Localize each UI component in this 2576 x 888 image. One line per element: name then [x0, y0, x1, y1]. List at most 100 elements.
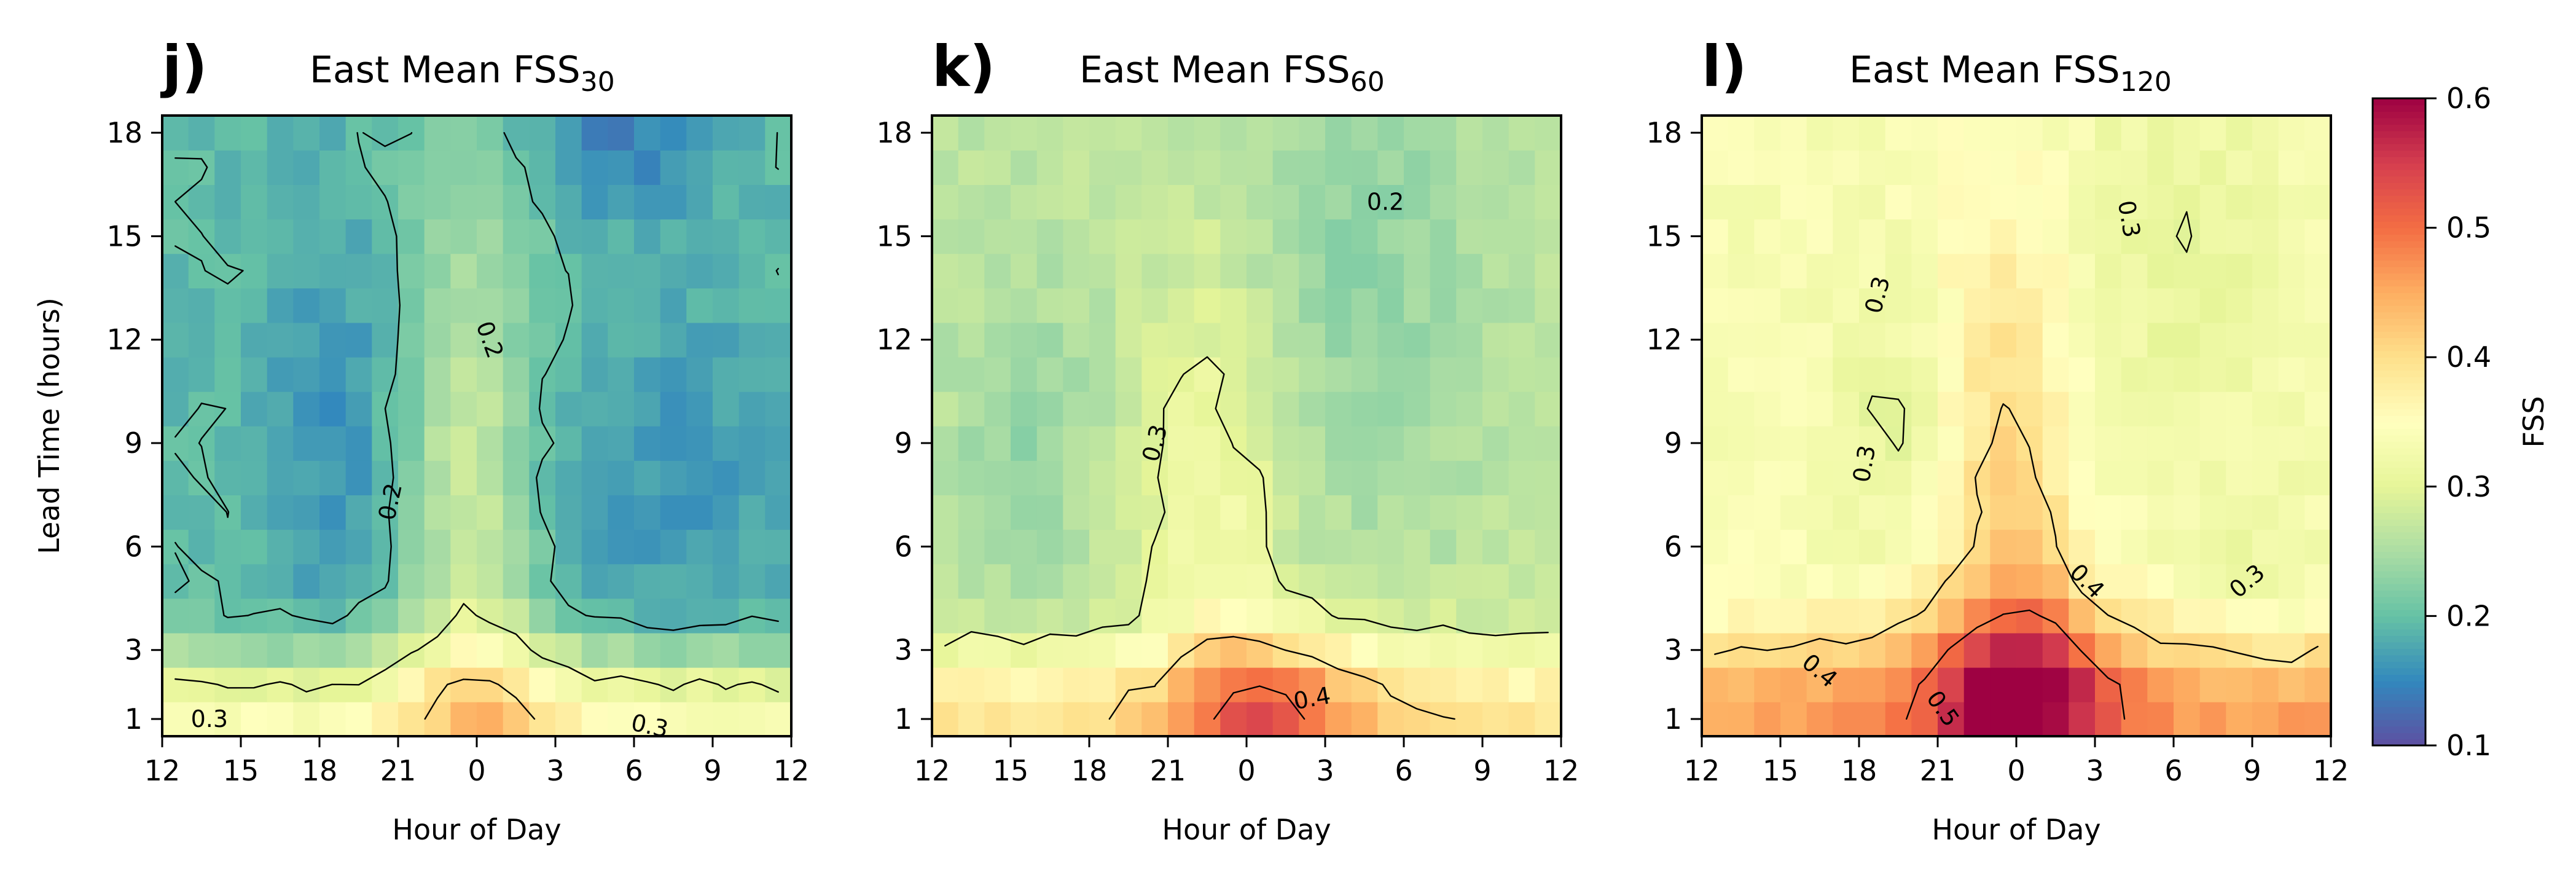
heatmap-cell — [1011, 529, 1038, 565]
heatmap-cell — [1456, 529, 1483, 565]
heatmap-cell — [1963, 529, 1991, 565]
heatmap-cell — [1728, 184, 1755, 220]
heatmap-cell — [293, 667, 320, 702]
heatmap-cell — [2042, 219, 2070, 254]
colorbar-segment — [2373, 357, 2425, 364]
heatmap-cell — [2121, 564, 2148, 599]
heatmap-cell — [686, 598, 713, 634]
heatmap-cell — [1220, 564, 1247, 599]
heatmap-cell — [984, 426, 1011, 461]
heatmap-cell — [2069, 701, 2096, 737]
colorbar-segment — [2373, 512, 2425, 520]
heatmap-cell — [1115, 219, 1143, 254]
heatmap-cell — [2304, 701, 2331, 737]
heatmap-cell — [1247, 495, 1274, 530]
heatmap-cell — [932, 253, 959, 289]
heatmap-cell — [686, 150, 713, 185]
heatmap-cell — [555, 116, 582, 151]
contour-lines — [174, 132, 779, 720]
heatmap-cell — [1036, 391, 1064, 426]
heatmap-cell — [1482, 701, 1509, 737]
y-tick-label: 12 — [106, 323, 143, 356]
heatmap-cell — [1833, 219, 1860, 254]
heatmap-cell — [345, 460, 373, 495]
heatmap-cell — [1535, 598, 1562, 634]
heatmap-cell — [765, 426, 792, 461]
heatmap-cell — [1377, 529, 1404, 565]
heatmap-cell — [2147, 667, 2174, 702]
colorbar-segment — [2373, 680, 2425, 688]
heatmap-cell — [1938, 253, 1965, 289]
heatmap-cell — [1728, 391, 1755, 426]
heatmap-cell — [1036, 564, 1064, 599]
heatmap-cell — [1141, 632, 1169, 668]
heatmap-cell — [1702, 356, 1729, 392]
heatmap-cell — [293, 529, 320, 565]
heatmap-cell — [2252, 150, 2279, 185]
heatmap-cell — [1168, 253, 1195, 289]
heatmap-cell — [1377, 426, 1404, 461]
heatmap-cell — [1938, 391, 1965, 426]
heatmap-cell — [2199, 253, 2227, 289]
heatmap-cell — [2042, 253, 2070, 289]
heatmap-cell — [424, 184, 452, 220]
heatmap-cell — [1220, 701, 1247, 737]
heatmap-cell — [1194, 219, 1221, 254]
heatmap-cell — [984, 529, 1011, 565]
heatmap-cell — [1859, 356, 1886, 392]
heatmap-cell — [1508, 322, 1536, 358]
heatmap-cell — [1194, 701, 1221, 737]
heatmap-cell — [634, 322, 661, 358]
heatmap-cell — [1404, 667, 1431, 702]
heatmap-cell — [1508, 116, 1536, 151]
heatmap-cell — [581, 356, 609, 392]
heatmap-cell — [2304, 598, 2331, 634]
colorbar-tick-label: 0.3 — [2446, 470, 2491, 503]
heatmap-cell — [1272, 495, 1300, 530]
heatmap-cell — [1430, 391, 1457, 426]
heatmap-cell — [2147, 391, 2174, 426]
heatmap-cell — [424, 391, 452, 426]
heatmap-cell — [319, 632, 346, 668]
heatmap-cell — [1508, 150, 1536, 185]
heatmap-cell — [1482, 219, 1509, 254]
colorbar-segment — [2373, 221, 2425, 229]
heatmap-cell — [1194, 529, 1221, 565]
heatmap-cell — [214, 701, 241, 737]
heatmap-cell — [1036, 253, 1064, 289]
heatmap-cell — [1299, 288, 1326, 323]
heatmap-cell — [503, 288, 530, 323]
heatmap-cell — [1299, 701, 1326, 737]
heatmap-cell — [1194, 598, 1221, 634]
heatmap-cell — [1456, 356, 1483, 392]
heatmap-cell — [1833, 253, 1860, 289]
colorbar-segment — [2373, 687, 2425, 694]
heatmap-cell — [188, 356, 216, 392]
heatmap-cell — [713, 150, 740, 185]
heatmap-cell — [1036, 701, 1064, 737]
colorbar-tick-label: 0.6 — [2446, 82, 2491, 115]
heatmap-cell — [1482, 632, 1509, 668]
x-tick-label: 0 — [468, 754, 485, 787]
heatmap-cell — [660, 391, 687, 426]
heatmap-cell — [2174, 288, 2201, 323]
x-tick-label: 12 — [914, 754, 950, 787]
heatmap-cell — [1911, 356, 1938, 392]
heatmap-cell — [503, 184, 530, 220]
heatmap-cell — [2304, 667, 2331, 702]
contour-line — [1108, 635, 1455, 720]
heatmap-cell — [2069, 460, 2096, 495]
heatmap-cell — [1938, 564, 1965, 599]
heatmap-cell — [1430, 495, 1457, 530]
heatmap-cell — [1859, 253, 1886, 289]
heatmap-cell — [1011, 253, 1038, 289]
heatmap-cell — [1220, 253, 1247, 289]
heatmap-cell — [1247, 253, 1274, 289]
heatmap-cell — [1430, 667, 1457, 702]
heatmap-cell — [188, 667, 216, 702]
y-axis-label: Lead Time (hours) — [33, 297, 66, 554]
colorbar-segment — [2373, 350, 2425, 358]
heatmap-cell — [1456, 322, 1483, 358]
heatmap-cell — [372, 150, 399, 185]
heatmap-cell — [1247, 116, 1274, 151]
